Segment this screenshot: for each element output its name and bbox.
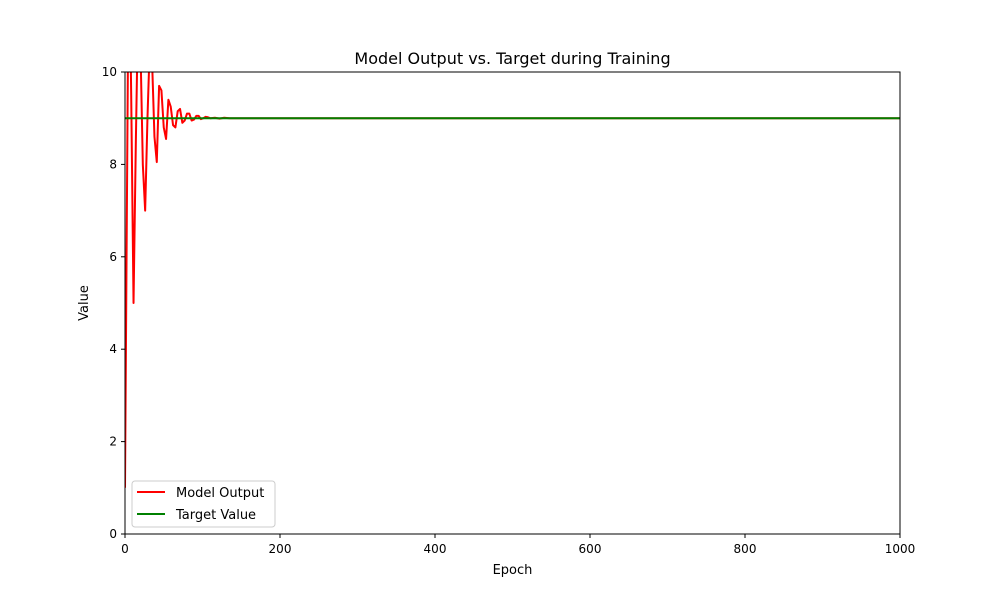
x-tick-label: 1000 bbox=[885, 542, 916, 556]
x-tick-label: 800 bbox=[734, 542, 757, 556]
series-layer bbox=[125, 72, 900, 488]
y-axis-title: Value bbox=[77, 285, 92, 321]
x-tick-label: 400 bbox=[424, 542, 447, 556]
x-axis-ticks: 0 200 400 600 800 1000 bbox=[121, 534, 915, 556]
legend-box bbox=[131, 480, 276, 528]
x-tick-label: 0 bbox=[121, 542, 129, 556]
y-tick-label: 6 bbox=[109, 250, 117, 264]
x-tick-label: 600 bbox=[579, 542, 602, 556]
y-tick-label: 4 bbox=[109, 342, 117, 356]
plot-frame bbox=[124, 71, 901, 535]
x-axis-title: Epoch bbox=[493, 563, 533, 578]
legend-label-model-output: Model Output bbox=[176, 486, 264, 501]
chart-title: Model Output vs. Target during Training bbox=[354, 49, 670, 68]
y-tick-label: 10 bbox=[102, 65, 117, 79]
y-tick-label: 2 bbox=[109, 435, 117, 449]
series-line-model-output bbox=[125, 72, 900, 488]
x-tick-label: 200 bbox=[269, 542, 292, 556]
legend: Model Output Target Value bbox=[131, 480, 276, 528]
legend-label-target-value: Target Value bbox=[175, 508, 256, 523]
y-axis-ticks: 0 2 4 6 8 10 bbox=[102, 65, 125, 541]
y-tick-label: 0 bbox=[109, 527, 117, 541]
y-tick-label: 8 bbox=[109, 157, 117, 171]
